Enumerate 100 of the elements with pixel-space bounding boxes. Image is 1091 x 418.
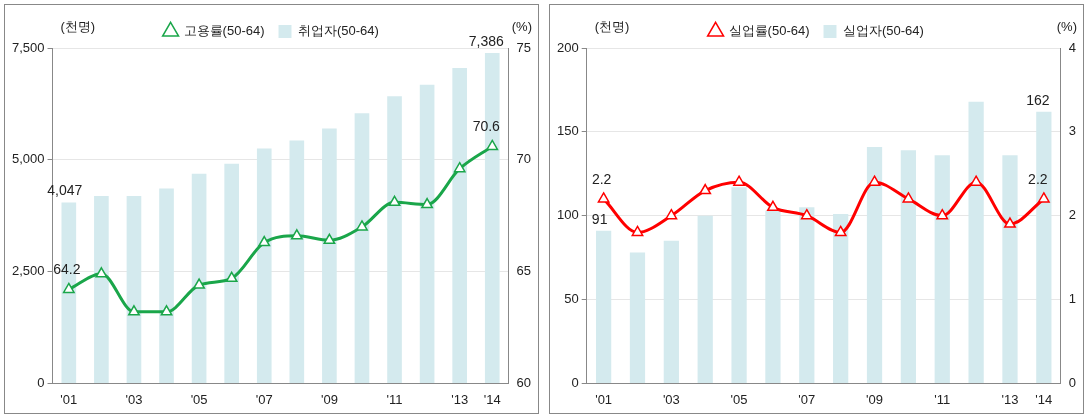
point [1037, 192, 1050, 203]
y-tick-label: 0 [571, 374, 579, 390]
data-label: 2.2 [1028, 170, 1048, 187]
bar [596, 230, 612, 383]
legend-label: 실업률(50-64) [728, 23, 810, 39]
bar [419, 84, 435, 383]
y2-tick-label: 70 [516, 151, 532, 167]
y2-axis-title: (%) [1056, 19, 1077, 35]
point [902, 192, 915, 203]
x-tick-label: '13 [451, 391, 469, 407]
bar [663, 240, 679, 383]
y-tick-label: 150 [556, 123, 579, 139]
point [258, 235, 271, 247]
bar [629, 252, 646, 383]
point [733, 175, 746, 186]
bar [697, 215, 713, 383]
bar [833, 214, 849, 383]
y-tick-label: 100 [556, 207, 579, 223]
y2-tick-label: 60 [516, 374, 532, 390]
x-tick-label: '07 [798, 391, 816, 407]
x-tick-label: '05 [190, 391, 208, 407]
bar [1002, 155, 1018, 383]
legend-label: 고용률(50-64) [183, 23, 265, 39]
x-tick-label: '05 [730, 391, 748, 407]
data-label: 162 [1026, 91, 1050, 108]
point [453, 161, 466, 173]
x-tick-label: '03 [662, 391, 680, 407]
x-tick-label: '14 [483, 391, 501, 407]
point [62, 282, 75, 294]
bar [452, 68, 468, 383]
y-axis-title: (천명) [594, 19, 630, 35]
bar [159, 188, 174, 383]
point [800, 208, 813, 220]
bar [322, 128, 337, 383]
bar [94, 196, 109, 383]
point [597, 192, 610, 203]
point [225, 271, 238, 283]
x-tick-label: '14 [1035, 391, 1053, 407]
point [1004, 217, 1016, 228]
point [970, 175, 983, 186]
data-label: 2.2 [591, 170, 612, 187]
y-tick-label: 2,500 [11, 263, 45, 279]
point [834, 225, 847, 237]
y2-tick-label: 75 [516, 39, 532, 55]
y-tick-label: 5,000 [11, 151, 45, 167]
legend-label: 실업자(50-64) [843, 23, 924, 39]
bar [799, 207, 815, 383]
point [388, 195, 401, 207]
point [421, 197, 434, 209]
y-tick-label: 50 [564, 291, 579, 307]
y2-tick-label: 65 [516, 263, 532, 279]
point [290, 229, 303, 240]
data-label: 91 [591, 210, 608, 227]
x-tick-label: '09 [320, 391, 338, 407]
y2-tick-label: 1 [1068, 291, 1076, 307]
point [631, 225, 644, 237]
bar [900, 150, 917, 383]
point [766, 200, 779, 212]
bar [256, 148, 272, 383]
bar [289, 140, 305, 383]
y2-tick-label: 0 [1068, 374, 1076, 390]
point [128, 305, 140, 316]
x-tick-label: '01 [595, 391, 613, 407]
bar [387, 96, 402, 383]
x-tick-label: '09 [866, 391, 883, 407]
point [665, 208, 678, 220]
x-tick-label: '11 [934, 391, 951, 407]
bar [224, 163, 240, 383]
data-label: 70.6 [472, 118, 501, 135]
bar [968, 101, 984, 383]
bar [126, 196, 142, 383]
y-tick-label: 7,500 [11, 39, 45, 55]
y2-axis-title: (%) [511, 19, 532, 35]
x-tick-label: '01 [60, 391, 78, 407]
x-tick-label: '11 [386, 391, 403, 407]
bar [934, 155, 950, 383]
point [323, 233, 336, 245]
data-label: 4,047 [47, 182, 83, 199]
point [868, 175, 881, 186]
x-tick-label: '03 [125, 391, 143, 407]
point [95, 267, 108, 278]
y2-tick-label: 2 [1068, 207, 1076, 223]
y2-tick-label: 4 [1068, 39, 1076, 55]
data-label: 64.2 [53, 261, 81, 278]
x-tick-label: '13 [1001, 391, 1019, 407]
y-tick-label: 200 [556, 39, 579, 55]
point [193, 278, 206, 289]
data-label: 7,386 [468, 32, 504, 49]
bar [354, 113, 370, 383]
y-tick-label: 0 [37, 374, 45, 390]
point [936, 208, 949, 220]
point [699, 183, 712, 195]
y-axis-title: (천명) [60, 19, 96, 35]
legend-label: 취업자(50-64) [298, 23, 379, 39]
point [356, 220, 368, 231]
bar [191, 173, 207, 383]
point [160, 305, 173, 316]
bar [731, 187, 747, 383]
bar [765, 210, 781, 383]
bar [866, 146, 883, 383]
